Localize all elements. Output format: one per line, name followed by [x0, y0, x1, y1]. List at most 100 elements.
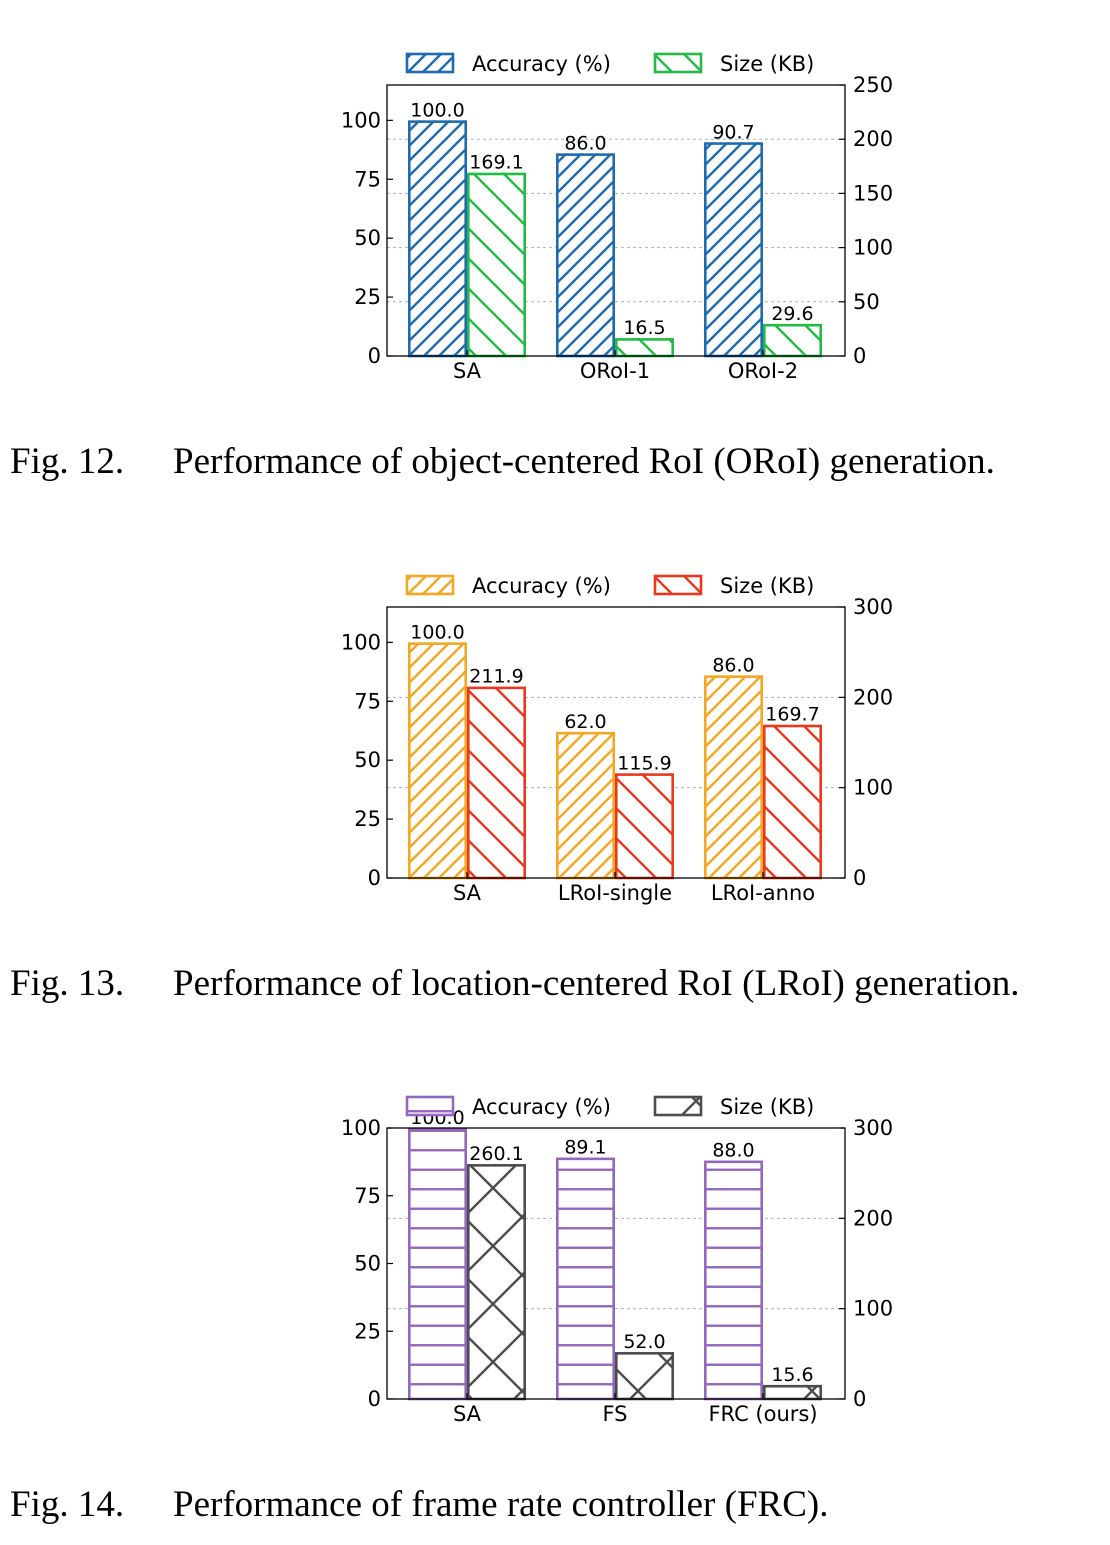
caption-number: Fig. 14.	[10, 1484, 125, 1525]
legend-label: Accuracy (%)	[472, 574, 611, 598]
tick-label: 300	[853, 595, 893, 619]
tick-label: 0	[853, 344, 866, 368]
tick-label: 100	[853, 236, 893, 260]
tick-label: 200	[853, 1206, 893, 1230]
tick-label: 100	[341, 630, 381, 654]
data-label: 169.1	[469, 152, 523, 174]
tick-label: 250	[853, 73, 893, 97]
right-axis: 0 100 200 300	[839, 1116, 893, 1411]
legend-item: Accuracy (%)	[405, 52, 611, 76]
category-label: FRC (ours)	[708, 1402, 817, 1426]
tick-label: 100	[341, 108, 381, 132]
bar-size-sa	[466, 686, 526, 880]
chart-fig-12: 100.0 86.0 90.7 169.1 16.5 29.6 0 25 50 75 100 0 50 1…	[341, 52, 893, 383]
tick-label: 75	[354, 689, 381, 713]
tick-label: 150	[853, 181, 893, 205]
bar-accuracy-lroi-anno	[703, 675, 763, 880]
category-label: FS	[602, 1402, 627, 1426]
bar-accuracy-oroi-2	[703, 142, 763, 358]
bar-size-oroi-2	[762, 323, 822, 358]
data-label: 88.0	[712, 1140, 754, 1162]
caption-text: Performance of frame rate controller (FR…	[173, 1484, 829, 1525]
data-label: 86.0	[712, 654, 754, 676]
caption-fig-14: Fig. 14. Performance of frame rate contro…	[10, 1483, 828, 1526]
right-axis: 0 100 200 300	[839, 595, 893, 890]
caption-text: Performance of object-centered RoI (ORoI…	[173, 441, 995, 482]
category-label: LRoI-anno	[711, 881, 815, 905]
tick-label: 25	[354, 1319, 381, 1343]
caption-text: Performance of location-centered RoI (LR…	[173, 963, 1020, 1004]
bar-accuracy-sa	[407, 1128, 467, 1401]
category-label: ORoI-2	[728, 359, 798, 383]
tick-label: 100	[853, 1297, 893, 1321]
tick-label: 0	[853, 866, 866, 890]
data-label: 16.5	[623, 317, 665, 339]
tick-label: 50	[354, 1252, 381, 1276]
caption-number: Fig. 13.	[10, 963, 125, 1004]
category-label: SA	[453, 1402, 482, 1426]
tick-label: 25	[354, 285, 381, 309]
caption-fig-12: Fig. 12. Performance of object-centered R…	[10, 440, 995, 483]
tick-label: 300	[853, 1116, 893, 1140]
data-label: 211.9	[469, 666, 523, 688]
left-axis: 0 25 50 75 100	[341, 108, 393, 368]
caption-fig-13: Fig. 13. Performance of location-centered…	[10, 962, 1020, 1005]
figure-13: 100.0 62.0 86.0 211.9 115.9 169.7 0 25 50 75 100 0 1…	[0, 522, 1110, 1042]
legend-label: Accuracy (%)	[472, 1095, 611, 1119]
x-axis: SA FS FRC (ours)	[453, 1393, 818, 1426]
data-label: 86.0	[564, 132, 606, 154]
x-axis: SA LRoI-single LRoI-anno	[453, 872, 815, 905]
category-label: ORoI-1	[580, 359, 650, 383]
bar-accuracy-sa	[407, 642, 467, 880]
tick-label: 0	[368, 344, 381, 368]
legend: Accuracy (%) Size (KB)	[405, 1095, 814, 1119]
figure-14: 100.0 89.1 88.0 260.1 52.0 15.6 0 25 50 75 100 0 100…	[0, 1043, 1110, 1543]
category-label: SA	[453, 881, 482, 905]
grid-lines	[387, 1217, 845, 1310]
tick-label: 50	[354, 748, 381, 772]
bar-size-sa	[466, 172, 526, 358]
plot-frame	[386, 84, 846, 357]
legend-item: Size (KB)	[653, 52, 814, 76]
legend-label: Accuracy (%)	[472, 52, 611, 76]
bar-accuracy-sa	[407, 120, 467, 358]
left-axis: 0 25 50 75 100	[341, 630, 393, 890]
tick-label: 25	[354, 807, 381, 831]
category-label: SA	[453, 359, 482, 383]
tick-label: 200	[853, 685, 893, 709]
tick-label: 50	[354, 226, 381, 250]
legend-item: Size (KB)	[653, 574, 814, 598]
legend-label: Size (KB)	[720, 52, 814, 76]
tick-label: 100	[853, 776, 893, 800]
legend: Accuracy (%) Size (KB)	[405, 52, 814, 76]
grid-lines	[387, 138, 845, 303]
tick-label: 200	[853, 127, 893, 151]
bar-size-lroi-single	[614, 773, 674, 880]
tick-label: 100	[341, 1116, 381, 1140]
chart-fig-14: 100.089.1 88.0260.152.015.602550751000100…	[341, 1095, 893, 1426]
caption-number: Fig. 12.	[10, 441, 125, 482]
legend: Accuracy (%) Size (KB)	[405, 574, 814, 598]
tick-label: 75	[354, 1184, 381, 1208]
bar-accuracy-lroi-single	[555, 731, 615, 880]
tick-label: 0	[853, 1387, 866, 1411]
legend-item: Accuracy (%)	[405, 1095, 611, 1119]
left-axis: 0 25 50 75 100	[341, 1116, 393, 1411]
data-label: 115.9	[617, 752, 671, 774]
data-label: 100.0	[410, 99, 464, 121]
bar-accuracy-oroi-1	[555, 153, 615, 358]
legend-item: Accuracy (%)	[405, 574, 611, 598]
right-axis: 0 50 100 150 200 250	[839, 73, 893, 368]
figure-12: 100.0 86.0 90.7 169.1 16.5 29.6 0 25 50 75 100 0 50 1…	[0, 0, 1110, 520]
x-axis: SA ORoI-1 ORoI-2	[453, 350, 798, 383]
data-label: 15.6	[771, 1364, 813, 1386]
data-label: 89.1	[564, 1137, 606, 1159]
category-label: LRoI-single	[558, 881, 672, 905]
tick-label: 0	[368, 866, 381, 890]
data-label: 29.6	[771, 303, 813, 325]
plot-frame	[386, 606, 846, 879]
chart-fig-13: 100.0 62.0 86.0 211.9 115.9 169.7 0 25 50 75 100 0 1…	[341, 574, 893, 905]
legend-item: Size (KB)	[653, 1095, 814, 1119]
legend-label: Size (KB)	[720, 1095, 814, 1119]
data-label: 90.7	[712, 121, 754, 143]
